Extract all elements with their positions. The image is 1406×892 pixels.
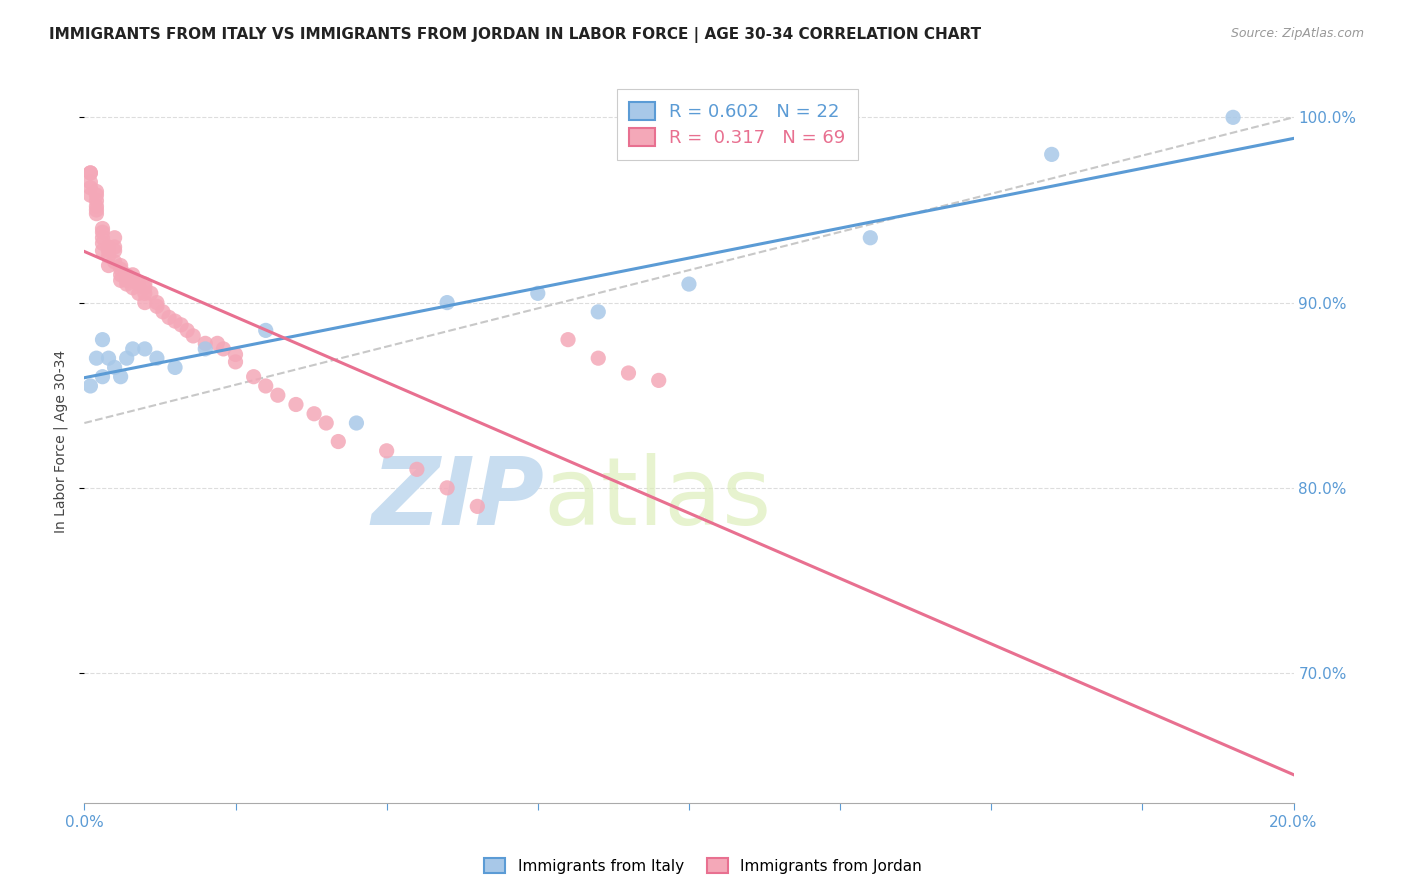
Point: [254, 323, 277, 337]
Point: [346, 416, 368, 430]
Point: [79, 166, 101, 180]
Point: [79, 166, 101, 180]
Point: [225, 355, 247, 369]
Point: [104, 255, 127, 269]
Point: [315, 416, 337, 430]
Point: [165, 314, 187, 328]
Point: [110, 369, 132, 384]
Point: [104, 231, 127, 245]
Point: [1040, 147, 1063, 161]
Point: [97, 240, 120, 254]
Point: [678, 277, 700, 291]
Text: Source: ZipAtlas.com: Source: ZipAtlas.com: [1230, 27, 1364, 40]
Text: ZIP: ZIP: [371, 453, 544, 545]
Point: [139, 286, 162, 301]
Point: [242, 369, 264, 384]
Point: [86, 185, 108, 199]
Point: [527, 286, 550, 301]
Legend: R = 0.602   N = 22, R =  0.317   N = 69: R = 0.602 N = 22, R = 0.317 N = 69: [617, 89, 858, 160]
Text: IMMIGRANTS FROM ITALY VS IMMIGRANTS FROM JORDAN IN LABOR FORCE | AGE 30-34 CORRE: IMMIGRANTS FROM ITALY VS IMMIGRANTS FROM…: [49, 27, 981, 43]
Point: [170, 318, 193, 332]
Point: [97, 249, 120, 263]
Point: [110, 273, 132, 287]
Point: [285, 397, 308, 411]
Point: [86, 188, 108, 202]
Point: [254, 379, 277, 393]
Point: [121, 281, 143, 295]
Point: [97, 351, 120, 366]
Point: [115, 273, 138, 287]
Point: [436, 481, 458, 495]
Point: [110, 262, 132, 277]
Y-axis label: In Labor Force | Age 30-34: In Labor Force | Age 30-34: [53, 350, 69, 533]
Point: [86, 207, 108, 221]
Point: [121, 268, 143, 282]
Point: [97, 244, 120, 258]
Point: [128, 277, 150, 291]
Point: [134, 295, 156, 310]
Point: [557, 333, 579, 347]
Point: [79, 188, 101, 202]
Point: [152, 305, 174, 319]
Point: [86, 194, 108, 208]
Point: [302, 407, 325, 421]
Point: [91, 244, 114, 258]
Point: [146, 351, 169, 366]
Point: [86, 202, 108, 217]
Point: [115, 351, 138, 366]
Point: [91, 225, 114, 239]
Point: [225, 347, 247, 361]
Point: [128, 286, 150, 301]
Point: [467, 500, 489, 514]
Point: [91, 236, 114, 251]
Point: [176, 323, 198, 337]
Point: [207, 336, 229, 351]
Point: [328, 434, 350, 449]
Point: [157, 310, 180, 325]
Point: [86, 199, 108, 213]
Point: [121, 342, 143, 356]
Point: [212, 342, 235, 356]
Point: [91, 333, 114, 347]
Point: [104, 244, 127, 258]
Point: [194, 336, 217, 351]
Point: [436, 295, 458, 310]
Point: [406, 462, 429, 476]
Point: [104, 360, 127, 375]
Point: [134, 286, 156, 301]
Point: [97, 259, 120, 273]
Point: [194, 342, 217, 356]
Legend: Immigrants from Italy, Immigrants from Jordan: Immigrants from Italy, Immigrants from J…: [478, 852, 928, 880]
Point: [79, 180, 101, 194]
Point: [86, 351, 108, 366]
Point: [91, 369, 114, 384]
Text: atlas: atlas: [544, 453, 772, 545]
Point: [648, 373, 671, 387]
Point: [110, 259, 132, 273]
Point: [588, 351, 610, 366]
Point: [79, 379, 101, 393]
Point: [181, 329, 204, 343]
Point: [617, 366, 640, 380]
Point: [134, 281, 156, 295]
Point: [146, 295, 169, 310]
Point: [146, 299, 169, 313]
Point: [267, 388, 290, 402]
Point: [859, 231, 882, 245]
Point: [104, 240, 127, 254]
Point: [375, 443, 398, 458]
Point: [91, 221, 114, 235]
Point: [115, 268, 138, 282]
Point: [79, 175, 101, 189]
Point: [1222, 111, 1244, 125]
Point: [134, 342, 156, 356]
Point: [91, 231, 114, 245]
Point: [588, 305, 610, 319]
Point: [121, 273, 143, 287]
Point: [110, 268, 132, 282]
Point: [134, 277, 156, 291]
Point: [115, 277, 138, 291]
Point: [165, 360, 187, 375]
